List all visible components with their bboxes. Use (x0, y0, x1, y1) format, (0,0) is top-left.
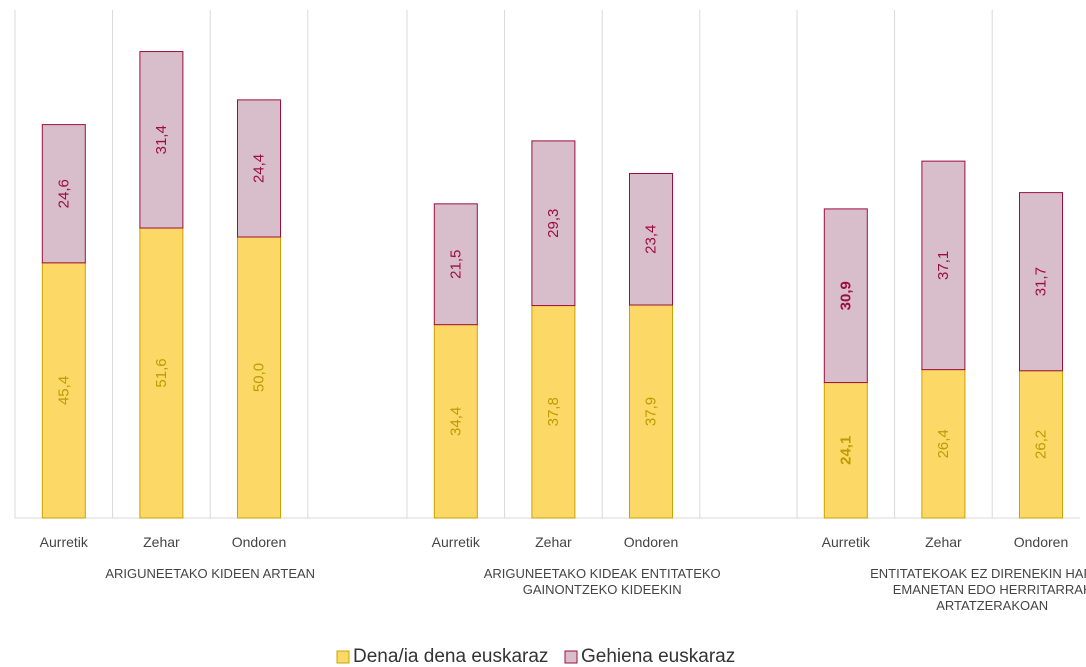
bar-segment-gehiena (1019, 192, 1063, 372)
bar-segment-dena (1019, 370, 1063, 519)
category-label: Ondoren (232, 534, 286, 550)
data-label: 45,4 (55, 376, 72, 405)
bar-segment-gehiena (823, 208, 868, 384)
group-label: EMANETAN EDO HERRITARRAK (893, 582, 1086, 597)
data-label: 26,4 (935, 429, 952, 458)
data-label: 23,4 (643, 225, 660, 254)
data-label: 21,5 (447, 250, 464, 279)
bar-segment-gehiena (237, 99, 281, 238)
category-label: Ondoren (624, 534, 678, 550)
data-label: 29,3 (545, 209, 562, 238)
group-label: ENTITATEKOAK EZ DIRENEKIN HARTU- (870, 566, 1086, 581)
category-label: Aurretik (822, 534, 871, 550)
bar-segment-gehiena (921, 160, 966, 371)
category-label: Zehar (535, 534, 572, 550)
legend-swatch (336, 650, 350, 664)
category-label: Ondoren (1014, 534, 1068, 550)
data-label: 30,9 (837, 281, 854, 310)
bar-segment-dena (921, 369, 966, 519)
data-label: 24,6 (55, 179, 72, 208)
group-label: GAINONTZEKO KIDEEKIN (523, 582, 682, 597)
data-label: 31,4 (153, 125, 170, 154)
bar-segment-dena (629, 304, 673, 519)
group-label: ARIGUNEETAKO KIDEAK ENTITATEKO (484, 566, 721, 581)
data-label: 50,0 (251, 363, 268, 392)
data-label: 31,7 (1033, 267, 1050, 296)
bar-segment-gehiena (629, 172, 673, 306)
legend-label: Gehiena euskaraz (581, 646, 735, 667)
legend-label: Dena/ia dena euskaraz (353, 646, 548, 667)
bar-segment-gehiena (139, 51, 184, 229)
bar-segment-gehiena (433, 203, 478, 326)
bar-segment-dena (433, 324, 478, 519)
category-label: Aurretik (40, 534, 89, 550)
data-label: 34,4 (447, 407, 464, 436)
bar-segment-gehiena (41, 124, 86, 264)
data-label: 51,6 (153, 358, 170, 387)
bar-segment-gehiena (531, 140, 576, 307)
category-label: Aurretik (432, 534, 481, 550)
category-label: Zehar (143, 534, 180, 550)
bar-segment-dena (237, 236, 281, 519)
bar-segment-dena (823, 382, 868, 519)
group-label: ARIGUNEETAKO KIDEEN ARTEAN (105, 566, 315, 581)
data-label: 37,9 (643, 397, 660, 426)
data-label: 37,8 (545, 397, 562, 426)
legend-swatch (564, 650, 578, 664)
category-label: Zehar (925, 534, 962, 550)
data-label: 26,2 (1033, 430, 1050, 459)
data-label: 24,1 (837, 436, 854, 465)
bar-segment-dena (41, 262, 86, 519)
data-label: 37,1 (935, 251, 952, 280)
group-label: ARTATZERAKOAN (936, 598, 1048, 613)
data-label: 24,4 (251, 154, 268, 183)
